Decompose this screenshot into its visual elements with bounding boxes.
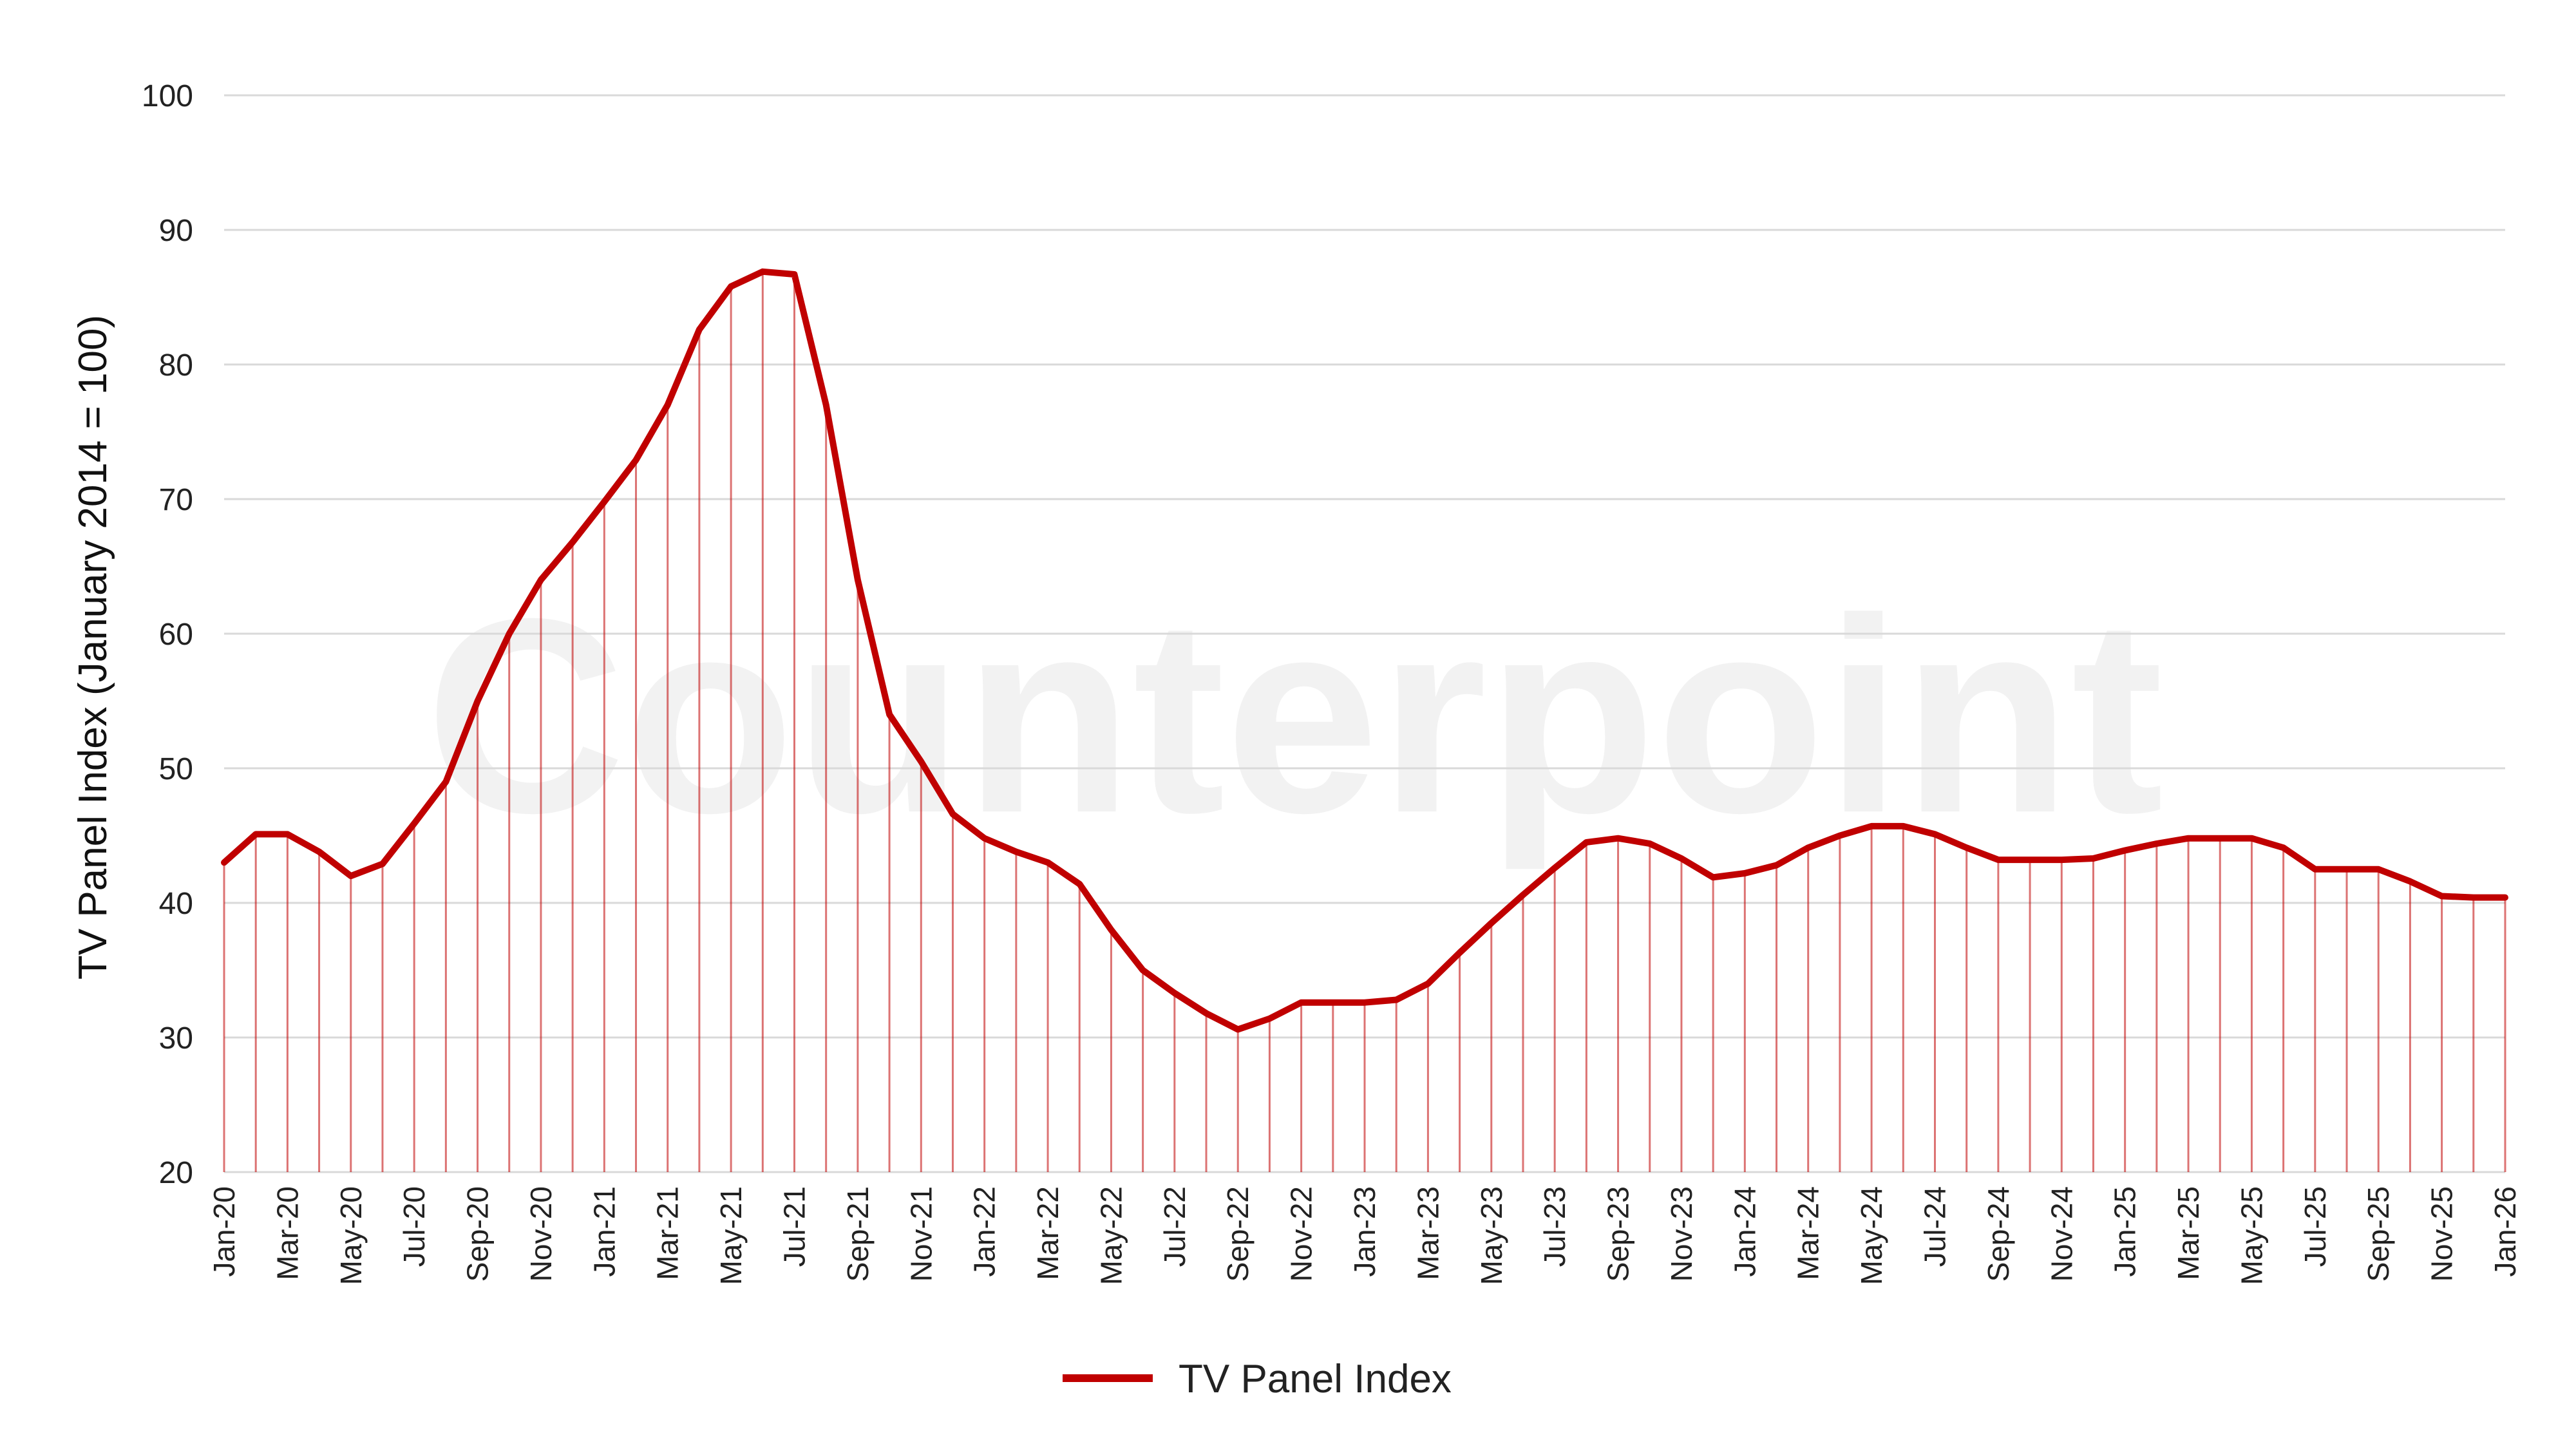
y-tick-label: 40	[159, 887, 193, 921]
x-tick-label: Jan-21	[587, 1186, 621, 1277]
x-tick-label: Mar-24	[1792, 1186, 1825, 1280]
y-tick-label: 30	[159, 1021, 193, 1056]
x-tick-label: Mar-21	[651, 1186, 685, 1280]
y-tick-label: 90	[159, 214, 193, 248]
x-tick-label: Jan-20	[207, 1186, 241, 1277]
x-tick-label: Jan-24	[1728, 1186, 1761, 1277]
x-tick-label: Jan-22	[968, 1186, 1001, 1277]
x-tick-label: May-22	[1094, 1186, 1128, 1285]
x-tick-label: Nov-22	[1285, 1186, 1318, 1282]
x-tick-label: Jul-22	[1158, 1186, 1191, 1267]
series-line-tv-panel-index	[221, 268, 2508, 1033]
x-tick-label: Jul-25	[2298, 1186, 2332, 1267]
x-tick-label: May-23	[1475, 1186, 1508, 1285]
x-tick-label: May-21	[714, 1186, 748, 1285]
legend: TV Panel Index	[1063, 1357, 1452, 1401]
y-tick-label: 100	[142, 79, 193, 113]
x-tick-label: Mar-25	[2172, 1186, 2205, 1280]
x-tick-label: Jul-21	[778, 1186, 811, 1267]
x-tick-label: Sep-25	[2362, 1186, 2395, 1282]
x-axis-ticks: Jan-20 Mar-20 May-20 Jul-20 Sep-20 Nov-20 Jan-…	[207, 1186, 2522, 1285]
y-tick-label: 70	[159, 483, 193, 517]
x-tick-label: Nov-24	[2045, 1186, 2078, 1282]
x-tick-label: Jul-20	[397, 1186, 431, 1267]
x-tick-label: Sep-24	[1982, 1186, 2015, 1282]
x-tick-label: Nov-21	[904, 1186, 938, 1282]
x-tick-label: Jan-23	[1348, 1186, 1381, 1277]
x-tick-label: Nov-20	[524, 1186, 558, 1282]
watermark-logo-text: Counterpoint	[426, 562, 2164, 872]
x-tick-label: Mar-23	[1411, 1186, 1444, 1280]
y-axis-ticks: 20 30 40 50 60 70 80 90 100	[142, 79, 193, 1190]
y-tick-label: 60	[159, 618, 193, 652]
x-tick-label: May-25	[2235, 1186, 2268, 1285]
x-tick-label: May-20	[334, 1186, 368, 1285]
x-tick-label: Sep-21	[841, 1186, 875, 1282]
x-tick-label: Mar-20	[270, 1186, 304, 1280]
drop-lines	[223, 271, 2506, 1172]
x-tick-label: Jan-26	[2488, 1186, 2522, 1277]
x-tick-label: Jul-24	[1918, 1186, 1952, 1267]
y-tick-label: 50	[159, 752, 193, 786]
x-tick-label: Nov-23	[1665, 1186, 1698, 1282]
x-tick-label: Mar-22	[1031, 1186, 1065, 1280]
y-tick-label: 20	[159, 1156, 193, 1190]
x-tick-label: Jul-23	[1538, 1186, 1571, 1267]
x-tick-label: Nov-25	[2425, 1186, 2459, 1282]
x-tick-label: Sep-20	[461, 1186, 495, 1282]
x-tick-label: May-24	[1855, 1186, 1888, 1285]
legend-label: TV Panel Index	[1179, 1357, 1452, 1401]
x-tick-label: Sep-23	[1602, 1186, 1635, 1282]
y-axis-label: TV Panel Index (January 2014 = 100)	[71, 315, 115, 980]
y-tick-label: 80	[159, 348, 193, 383]
x-tick-label: Jan-25	[2108, 1186, 2142, 1277]
x-tick-label: Sep-22	[1221, 1186, 1255, 1282]
